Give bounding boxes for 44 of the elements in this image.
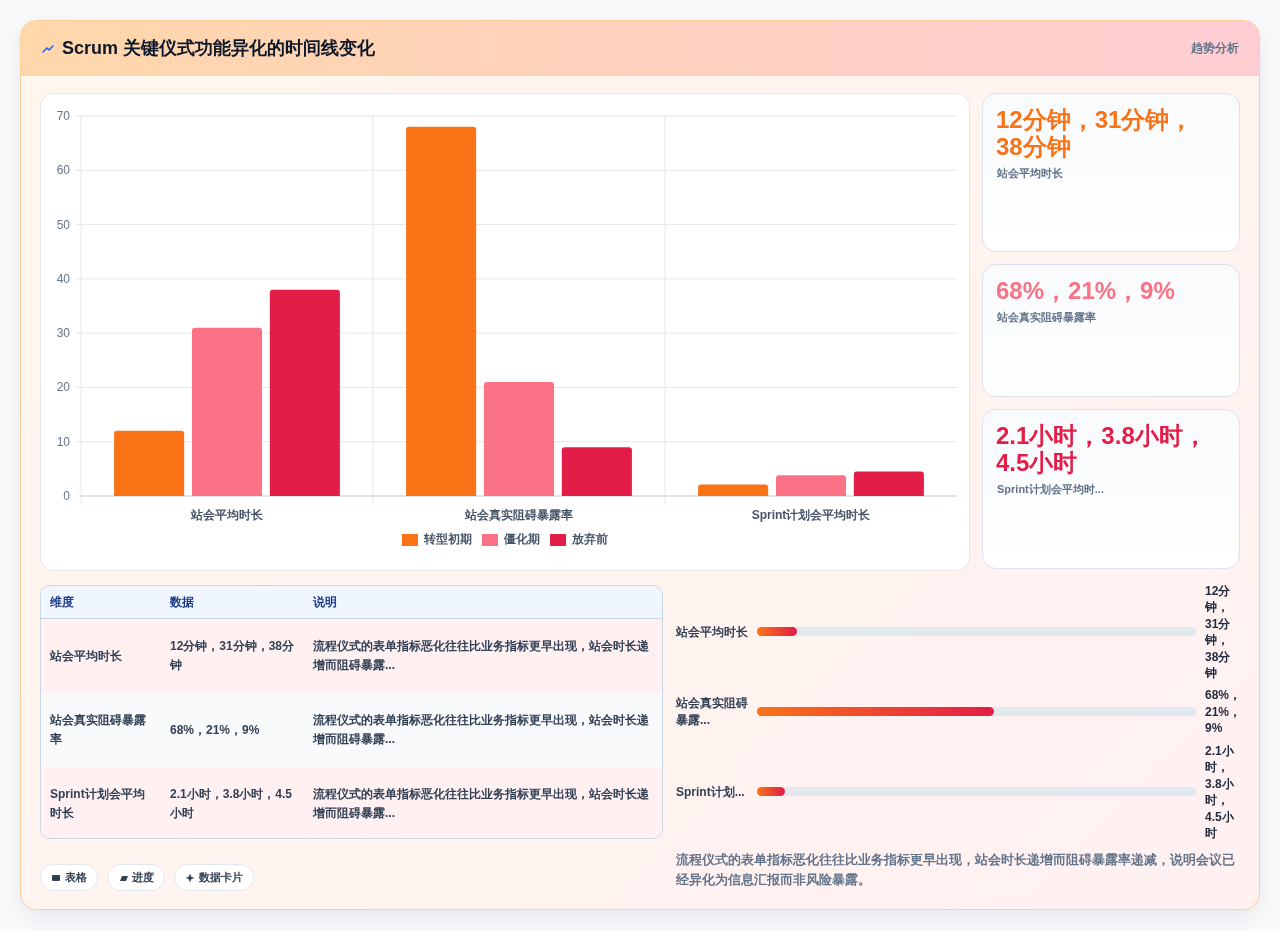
legend-label: 僵化期 xyxy=(504,531,540,548)
card-value: 12分钟，31分钟，38分钟 xyxy=(996,106,1195,160)
bar-label: 站会真实阻碍暴露... xyxy=(676,695,749,729)
table-cell-text: 12分钟，31分钟，38分钟 xyxy=(170,638,295,674)
button-label: 表格 xyxy=(65,870,87,885)
table-cell-text: 流程仪式的表单指标恶化往往比业务指标更早出现，站会时长递增而阻碍暴露... xyxy=(313,638,650,674)
y-tick-label: 10 xyxy=(56,434,70,449)
column-header: 维度 xyxy=(50,594,74,611)
column-header: 数据 xyxy=(170,594,194,611)
table-cell-text: 站会平均时长 xyxy=(50,647,122,665)
card-label: 站会平均时长 xyxy=(997,166,1064,181)
card-label: 站会真实阻碍暴露率 xyxy=(997,310,1097,325)
column-header: 说明 xyxy=(313,594,337,611)
table-cell-text: 站会真实阻碍暴露率 xyxy=(50,712,147,748)
table-cell-text: Sprint计划会平均时长 xyxy=(50,786,146,822)
subtitle: 趋势分析 xyxy=(1191,40,1239,57)
y-tick-label: 30 xyxy=(56,326,70,341)
y-tick-label: 50 xyxy=(56,217,70,232)
legend-label: 放弃前 xyxy=(572,531,608,548)
y-tick-label: 70 xyxy=(56,109,70,123)
y-tick-label: 40 xyxy=(56,271,70,286)
table-cell-text: 流程仪式的表单指标恶化往往比业务指标更早出现，站会时长递增而阻碍暴露... xyxy=(313,712,650,748)
bar-label: Sprint计划... xyxy=(676,783,745,801)
row-value-text: 12分钟，31分钟，38分钟 xyxy=(1205,582,1232,682)
y-tick-label: 0 xyxy=(63,489,70,503)
row-value-text: 2.1小时，3.8小时，4.5小时 xyxy=(1205,742,1235,842)
card-value: 68%，21%，9% xyxy=(996,277,1176,304)
y-tick-label: 20 xyxy=(56,380,70,395)
x-tick-label: 站会真实阻碍暴露率 xyxy=(465,508,573,522)
bar-label: 站会平均时长 xyxy=(676,623,748,641)
button-label: 进度 xyxy=(132,870,154,885)
y-tick-label: 60 xyxy=(56,163,70,178)
row-value-text: 68%，21%，9% xyxy=(1205,687,1236,737)
card-label: Sprint计划会平均时... xyxy=(997,482,1105,497)
title: Scrum 关键仪式功能异化的时间线变化 xyxy=(62,37,376,60)
button-label: 数据卡片 xyxy=(199,870,243,885)
card-value: 2.1小时，3.8小时，4.5小时 xyxy=(996,422,1208,476)
table-cell-text: 68%，21%，9% xyxy=(170,721,260,739)
table-cell-text: 流程仪式的表单指标恶化往往比业务指标更早出现，站会时长递增而阻碍暴露... xyxy=(313,786,650,822)
x-tick-label: 站会平均时长 xyxy=(191,508,263,522)
table-cell-text: 2.1小时，3.8小时，4.5小时 xyxy=(170,786,294,822)
x-tick-label: Sprint计划会平均时长 xyxy=(751,508,871,522)
note: 流程仪式的表单指标恶化往往比业务指标更早出现，站会时长递增而阻碍暴露率递减，说明会议已经异化为信息汇报而非风险暴露。 xyxy=(676,851,1236,889)
legend-label: 转型初期 xyxy=(424,531,472,548)
